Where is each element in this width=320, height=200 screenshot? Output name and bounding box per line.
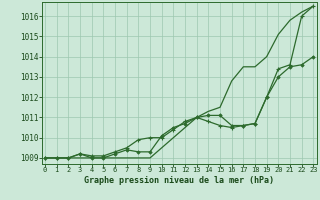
X-axis label: Graphe pression niveau de la mer (hPa): Graphe pression niveau de la mer (hPa)	[84, 176, 274, 185]
